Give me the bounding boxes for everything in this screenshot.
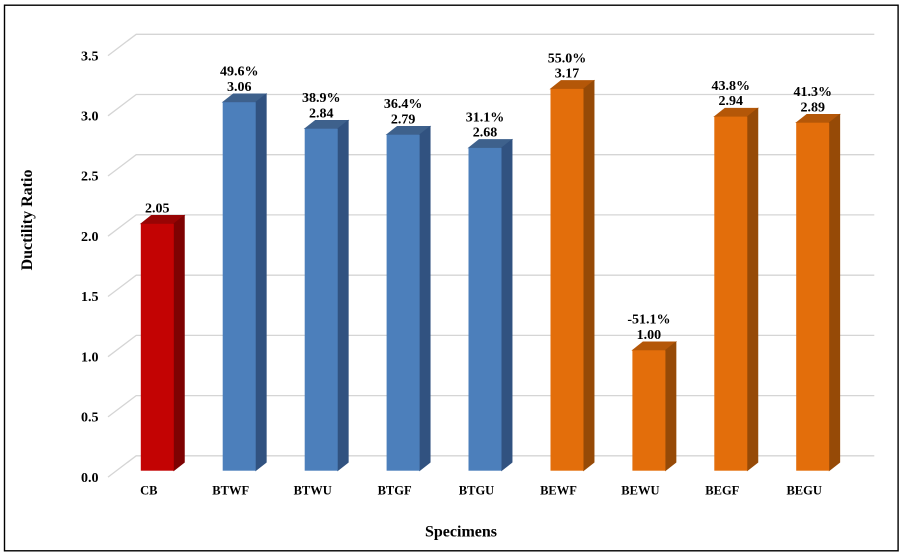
svg-text:1.00: 1.00 [637, 328, 662, 343]
svg-text:3.5: 3.5 [81, 49, 99, 64]
svg-text:BEWF: BEWF [540, 484, 577, 498]
svg-text:31.1%: 31.1% [466, 110, 505, 125]
svg-text:3.0: 3.0 [81, 110, 99, 125]
svg-text:0.5: 0.5 [81, 411, 99, 426]
svg-text:49.6%: 49.6% [220, 65, 259, 80]
svg-text:41.3%: 41.3% [793, 85, 832, 100]
svg-text:CB: CB [140, 484, 157, 498]
svg-text:2.5: 2.5 [81, 170, 99, 185]
svg-text:-51.1%: -51.1% [627, 313, 670, 328]
svg-text:2.0: 2.0 [81, 230, 99, 245]
svg-text:55.0%: 55.0% [548, 51, 587, 66]
svg-text:2.68: 2.68 [473, 126, 498, 141]
svg-text:2.94: 2.94 [719, 94, 744, 109]
svg-text:BEWU: BEWU [621, 484, 659, 498]
svg-text:2.79: 2.79 [391, 112, 416, 127]
svg-text:1.0: 1.0 [81, 350, 99, 365]
svg-text:Ductility Ratio: Ductility Ratio [19, 170, 36, 271]
svg-text:38.9%: 38.9% [302, 91, 341, 106]
svg-text:BEGU: BEGU [786, 484, 821, 498]
svg-text:1.5: 1.5 [81, 290, 99, 305]
svg-text:3.17: 3.17 [555, 67, 580, 82]
svg-text:36.4%: 36.4% [384, 97, 423, 112]
svg-text:2.84: 2.84 [309, 106, 334, 121]
svg-text:3.06: 3.06 [227, 80, 252, 95]
svg-text:BTGF: BTGF [378, 484, 412, 498]
svg-text:0.0: 0.0 [81, 471, 99, 486]
svg-text:2.89: 2.89 [800, 100, 825, 115]
svg-text:BTWU: BTWU [294, 484, 332, 498]
svg-text:2.05: 2.05 [145, 201, 170, 216]
svg-text:Specimens: Specimens [425, 523, 497, 540]
svg-text:BTWF: BTWF [212, 484, 249, 498]
svg-text:43.8%: 43.8% [712, 79, 751, 94]
svg-text:BEGF: BEGF [705, 484, 739, 498]
svg-text:BTGU: BTGU [459, 484, 494, 498]
